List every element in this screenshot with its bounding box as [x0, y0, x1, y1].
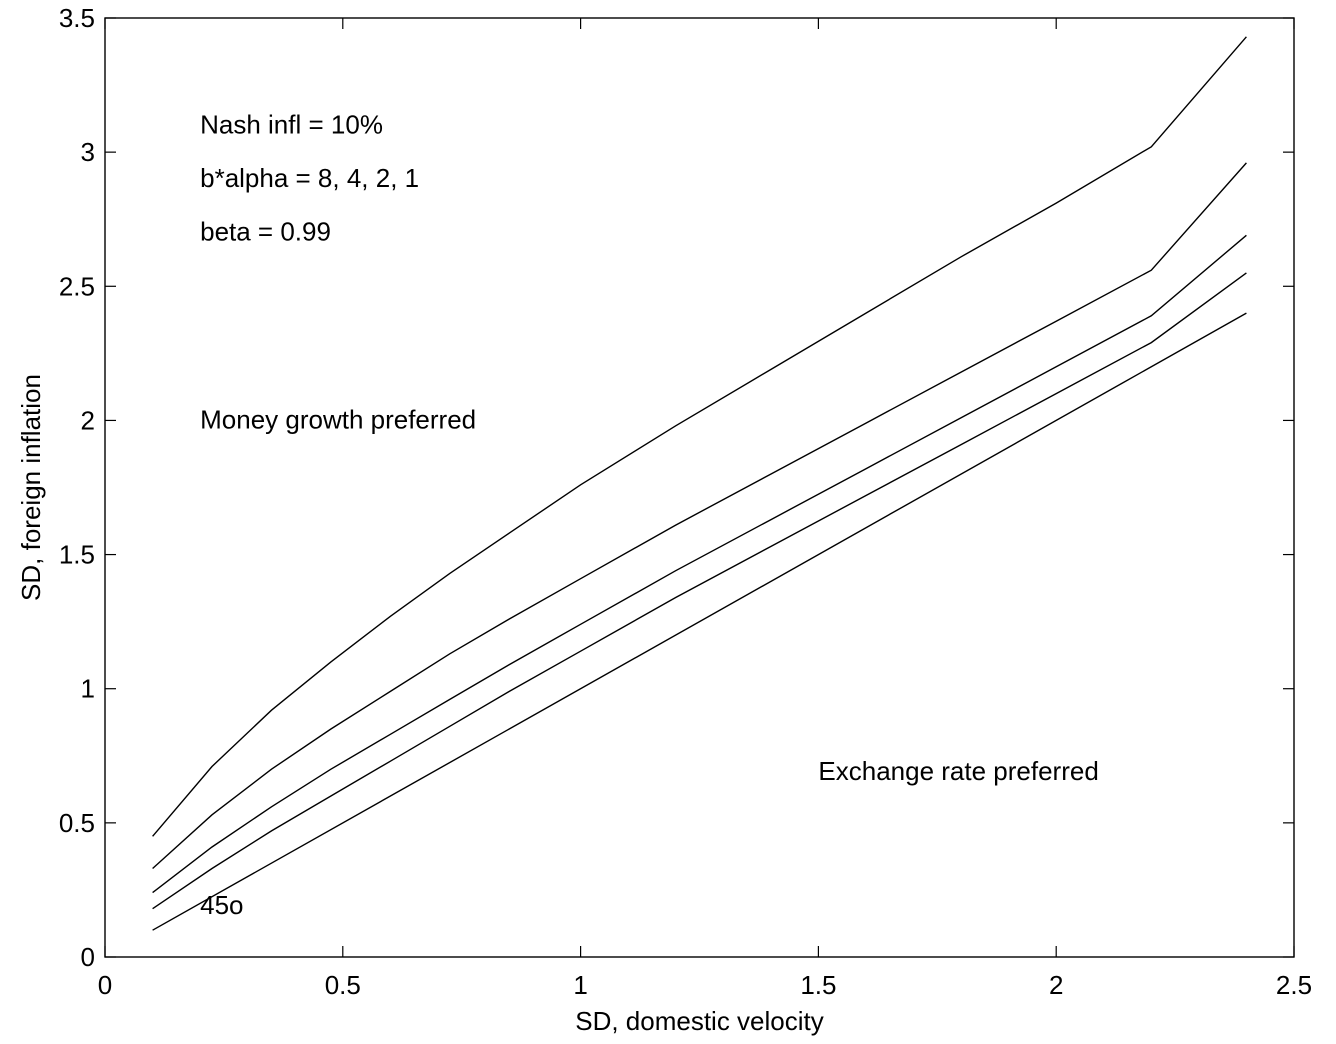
x-tick-label: 2	[1049, 970, 1063, 1000]
series-line-2	[152, 162, 1247, 870]
annotation: beta = 0.99	[200, 217, 331, 247]
y-tick-label: 1	[81, 674, 95, 704]
series-line-3	[152, 234, 1247, 894]
ticks	[104, 17, 1295, 958]
annotation: Nash infl = 10%	[200, 109, 383, 139]
plot-frame	[104, 17, 1295, 958]
x-tick-label: 1	[573, 970, 587, 1000]
y-axis-label: SD, foreign inflation	[16, 374, 46, 601]
series-line-4	[152, 272, 1247, 910]
x-tick-label: 2.5	[1276, 970, 1312, 1000]
x-tick-label: 0	[98, 970, 112, 1000]
x-tick-label: 0.5	[325, 970, 361, 1000]
y-tick-label: 0	[81, 942, 95, 972]
annotation: Exchange rate preferred	[818, 756, 1098, 786]
y-tick-label: 3.5	[59, 3, 95, 33]
series-line-1	[152, 36, 1247, 837]
series-line-5	[152, 312, 1247, 931]
y-tick-label: 0.5	[59, 808, 95, 838]
tick-labels: 0 0.5 1 1.5 2 2.5 0 0.5 1 1.5 2 2.5 3 3.5	[59, 3, 1312, 1000]
y-tick-label: 2	[81, 405, 95, 435]
annotation: b*alpha = 8, 4, 2, 1	[200, 163, 419, 193]
x-axis-label: SD, domestic velocity	[575, 1006, 824, 1036]
x-tick-label: 1.5	[800, 970, 836, 1000]
series-lines	[152, 36, 1247, 931]
annotations: Nash infl = 10% b*alpha = 8, 4, 2, 1 beta …	[200, 109, 1099, 920]
y-tick-label: 3	[81, 137, 95, 167]
y-tick-label: 1.5	[59, 540, 95, 570]
annotation: Money growth preferred	[200, 404, 476, 434]
annotation: 45o	[200, 890, 243, 920]
y-tick-label: 2.5	[59, 271, 95, 301]
